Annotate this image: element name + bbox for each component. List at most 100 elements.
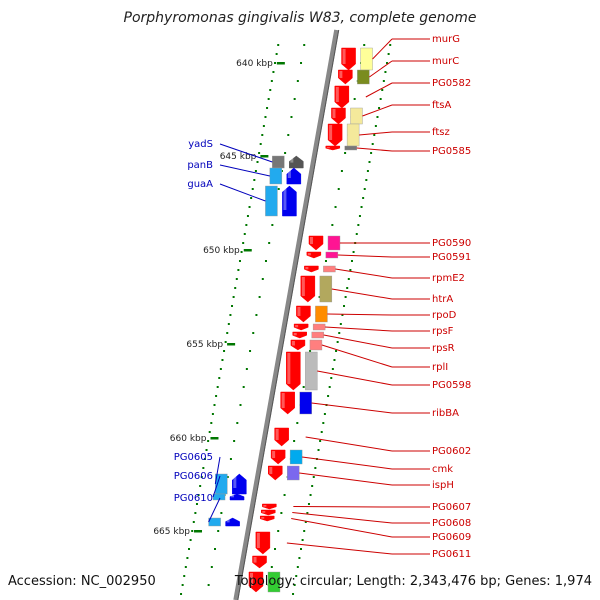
gene-label-panB[interactable]: panB xyxy=(187,160,213,171)
gene-arrow-highlight xyxy=(231,495,235,498)
gene-label-yadS[interactable]: yadS xyxy=(188,139,213,150)
guide-dot-outer-right xyxy=(347,278,350,280)
gene-label-murG[interactable]: murG xyxy=(432,34,460,45)
gene-label-guaA[interactable]: guaA xyxy=(187,179,213,190)
guide-dot-outer-left xyxy=(240,251,243,253)
gene-arrow-panB xyxy=(286,167,302,185)
gene-arrow-ispH xyxy=(268,465,283,481)
gene-label-PG0585[interactable]: PG0585 xyxy=(432,146,471,157)
gene-label-PG0591[interactable]: PG0591 xyxy=(432,252,471,263)
gene-label-htrA[interactable]: htrA xyxy=(432,294,453,305)
guide-dot-outer-left xyxy=(203,458,206,460)
gene-label-PG0602[interactable]: PG0602 xyxy=(432,446,471,457)
guide-dot-outer-left xyxy=(243,233,246,235)
guide-dot-inner-left xyxy=(268,242,271,244)
guide-dot-outer-left xyxy=(205,449,208,451)
guide-dot-inner-left xyxy=(264,260,267,262)
label-leader-line xyxy=(323,334,393,349)
gene-category-track xyxy=(325,251,339,259)
gene-arrow-guaA xyxy=(282,185,297,217)
guide-dot-inner-left xyxy=(245,368,248,370)
gene-label-PG0610[interactable]: PG0610 xyxy=(174,493,213,504)
guide-dot-outer-left xyxy=(262,125,265,127)
guide-dot-inner-left xyxy=(249,350,252,352)
gene-arrow-highlight xyxy=(283,187,287,210)
guide-dot-inner-right xyxy=(270,566,273,568)
gene-arrow-PG0609 xyxy=(259,515,275,522)
guide-dot-outer-right xyxy=(344,296,347,298)
label-leader-line xyxy=(321,344,393,368)
genome-backbone xyxy=(233,29,340,600)
gene-label-rpmE2[interactable]: rpmE2 xyxy=(432,273,465,284)
guide-dot-outer-right xyxy=(374,125,377,127)
guide-dot-outer-right xyxy=(298,557,301,559)
guide-dot-outer-left xyxy=(269,89,272,91)
gene-label-cmk[interactable]: cmk xyxy=(432,464,453,475)
gene-label-ftsz[interactable]: ftsz xyxy=(432,127,450,138)
gene-arrow-highlight xyxy=(309,237,313,244)
gene-label-ribBA[interactable]: ribBA xyxy=(432,408,459,419)
gene-label-PG0590[interactable]: PG0590 xyxy=(432,238,471,249)
label-leader-line xyxy=(311,402,393,414)
gene-label-PG0607[interactable]: PG0607 xyxy=(432,502,471,513)
guide-dot-outer-left xyxy=(189,539,192,541)
gene-category-track xyxy=(299,391,312,415)
guide-dot-outer-right xyxy=(293,584,296,586)
guide-dot-outer-left xyxy=(226,332,229,334)
gene-label-rpsR[interactable]: rpsR xyxy=(432,343,455,354)
gene-arrow-PG0585 xyxy=(325,145,341,151)
gene-label-PG0609[interactable]: PG0609 xyxy=(432,532,471,543)
gene-label-rpoD[interactable]: rpoD xyxy=(432,310,457,321)
guide-dot-outer-left xyxy=(199,485,202,487)
tick-mark xyxy=(243,249,252,252)
gene-label-murC[interactable]: murC xyxy=(432,56,459,67)
guide-dot-outer-right xyxy=(323,413,326,415)
gene-label-PG0606[interactable]: PG0606 xyxy=(174,471,213,482)
gene-arrow-highlight xyxy=(329,125,333,140)
guide-dot-outer-left xyxy=(223,350,226,352)
guide-dot-outer-left xyxy=(181,584,184,586)
gene-arrow-highlight xyxy=(290,157,294,163)
guide-dot-inner-right xyxy=(334,206,337,208)
gene-category-track xyxy=(319,275,333,303)
guide-dot-outer-left xyxy=(215,395,218,397)
guide-dot-outer-right xyxy=(358,215,361,217)
guide-dot-inner-left xyxy=(296,80,299,82)
tick-label: 645 kbp xyxy=(220,152,257,162)
guide-dot-outer-right xyxy=(381,89,384,91)
guide-dot-outer-right xyxy=(327,395,330,397)
gene-label-PG0582[interactable]: PG0582 xyxy=(432,78,471,89)
label-leader-line xyxy=(362,104,393,117)
guide-dot-outer-left xyxy=(231,305,234,307)
label-leader-line xyxy=(299,472,393,486)
gene-label-PG0598[interactable]: PG0598 xyxy=(432,380,471,391)
guide-dot-outer-left xyxy=(256,161,259,163)
gene-arrow-highlight xyxy=(269,467,273,474)
gene-label-ispH[interactable]: ispH xyxy=(432,480,454,491)
gene-arrow-highlight xyxy=(263,505,267,507)
guide-dot-outer-left xyxy=(207,440,210,442)
gene-arrow-highlight xyxy=(272,451,276,458)
guide-dot-outer-left xyxy=(242,242,245,244)
label-leader-line xyxy=(219,183,266,202)
gene-arrow-PG0582 xyxy=(334,85,350,109)
backbone-shadow xyxy=(237,29,340,600)
gene-label-ftsA[interactable]: ftsA xyxy=(432,100,451,111)
gene-label-PG0611[interactable]: PG0611 xyxy=(432,549,471,560)
gene-arrow-unlabeled xyxy=(248,571,264,593)
gene-label-PG0608[interactable]: PG0608 xyxy=(432,518,471,529)
gene-label-PG0605[interactable]: PG0605 xyxy=(174,452,213,463)
guide-dot-outer-left xyxy=(267,98,270,100)
gene-arrow-cmk xyxy=(270,449,286,465)
gene-label-rplI[interactable]: rplI xyxy=(432,362,448,373)
guide-dot-outer-left xyxy=(188,548,191,550)
guide-dot-outer-left xyxy=(202,467,205,469)
gene-arrow-highlight xyxy=(342,49,346,64)
gene-label-rpsF[interactable]: rpsF xyxy=(432,326,454,337)
gene-arrow-highlight xyxy=(226,519,230,523)
guide-dot-outer-left xyxy=(248,206,251,208)
tick-mark xyxy=(227,343,236,346)
gene-arrow-highlight xyxy=(305,267,309,270)
guide-dot-outer-left xyxy=(195,503,198,505)
